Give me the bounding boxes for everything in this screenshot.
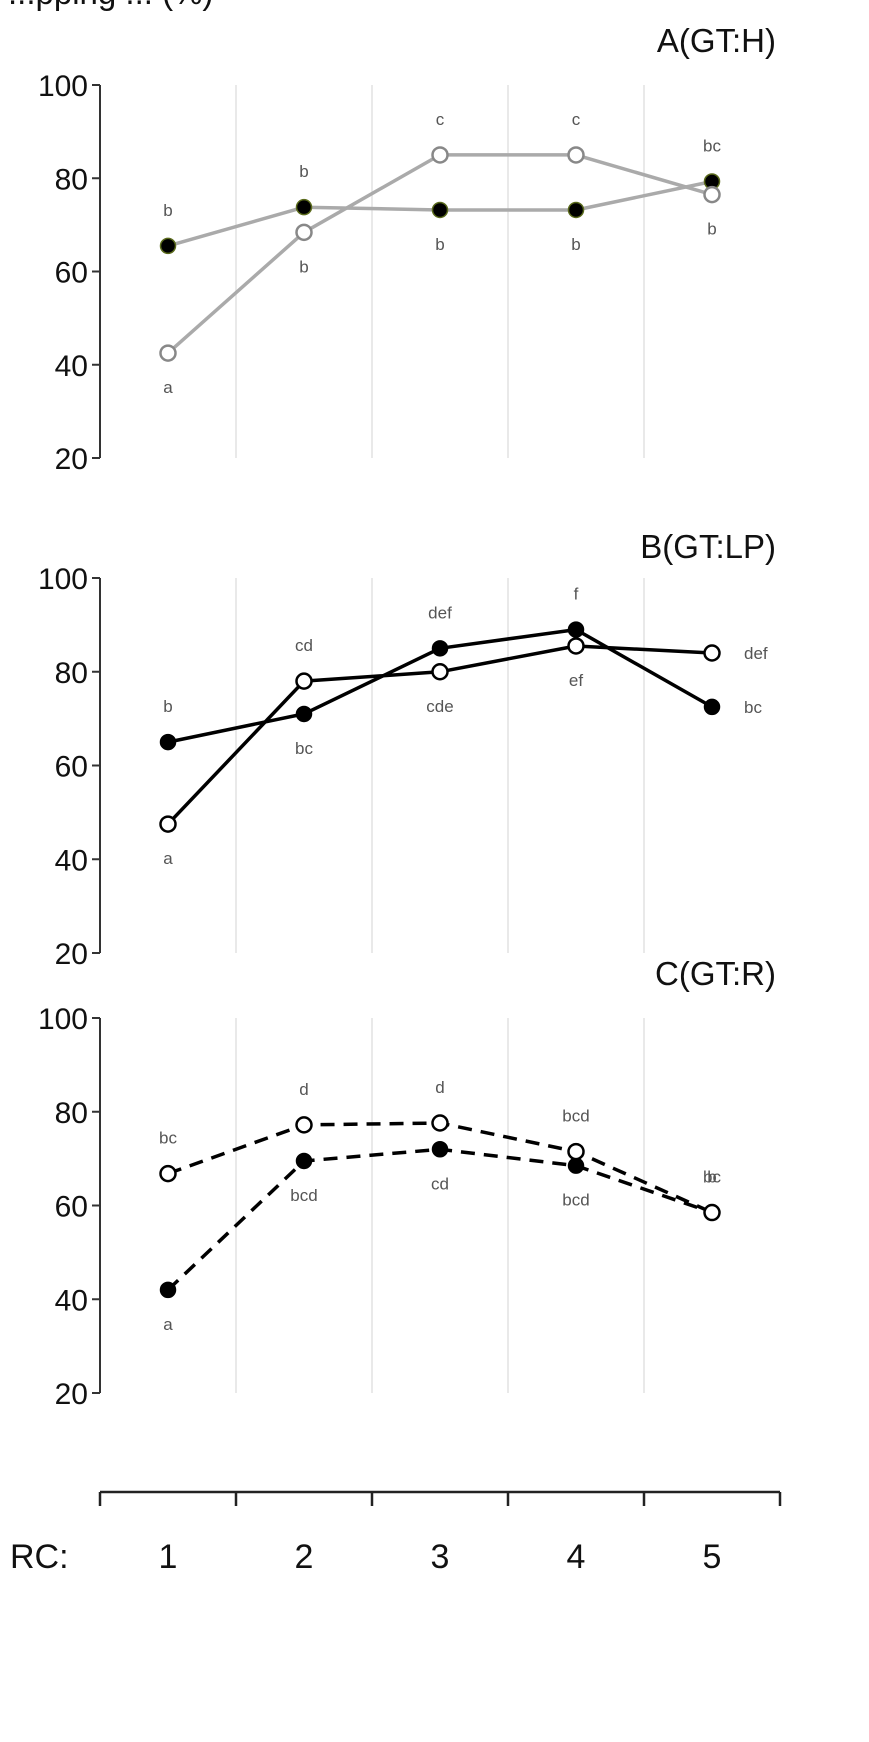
significance-letter: c [436, 110, 445, 129]
filled-marker [567, 1157, 585, 1174]
significance-letter: cd [431, 1174, 449, 1193]
significance-letter: b [571, 235, 580, 254]
y-tick-label: 20 [55, 938, 88, 971]
panel-title: C(GT:R) [655, 955, 776, 992]
x-tick-label: 5 [703, 1538, 722, 1576]
open-marker [295, 672, 313, 690]
significance-letter: d [435, 1078, 444, 1097]
significance-letter: d [299, 1080, 308, 1099]
y-tick-label: 40 [55, 844, 88, 877]
filled-marker [431, 201, 449, 219]
x-tick-label: 3 [431, 1538, 450, 1576]
significance-letter: bcd [290, 1186, 317, 1205]
y-tick-label: 20 [55, 1378, 88, 1411]
significance-letter: c [572, 110, 581, 129]
significance-letter: cd [295, 636, 313, 655]
significance-letter: b [163, 697, 172, 716]
open-marker [567, 637, 585, 655]
y-tick-label: 100 [38, 563, 88, 596]
panel-title: B(GT:LP) [640, 528, 776, 565]
y-tick-label: 80 [55, 1097, 88, 1130]
significance-letter: bc [159, 1129, 177, 1148]
bottom-x-axis: 1 2 3 4 5 RC: [10, 1490, 782, 1576]
filled-marker [567, 621, 585, 638]
header-partial-text: ...pping ... (%) [8, 0, 213, 11]
significance-letter: bc [703, 137, 721, 156]
significance-letter: b [707, 1168, 716, 1187]
open-marker [159, 1164, 177, 1183]
y-tick-label: 60 [55, 751, 88, 784]
open-marker [703, 185, 721, 204]
y-tick-label: 100 [38, 1003, 88, 1036]
significance-letter: b [163, 201, 172, 220]
y-tick-label: 80 [55, 163, 88, 196]
open-marker [567, 146, 585, 164]
significance-letter: bc [703, 1168, 721, 1187]
open-marker [431, 146, 449, 164]
x-axis-label: RC: [10, 1538, 69, 1576]
significance-letter: b [299, 257, 308, 276]
filled-marker [295, 198, 313, 216]
filled-marker [567, 201, 585, 219]
significance-letter: a [163, 1315, 173, 1334]
significance-letter: a [163, 849, 173, 868]
open-marker [159, 344, 177, 362]
significance-letter: b [299, 162, 308, 181]
open-marker [431, 1114, 449, 1132]
x-tick-label: 2 [295, 1538, 314, 1576]
series-line-open [167, 1121, 713, 1215]
filled-marker [159, 733, 177, 751]
significance-letter: ef [569, 671, 583, 690]
y-tick-label: 40 [55, 1284, 88, 1317]
y-tick-label: 80 [55, 657, 88, 690]
significance-letter: b [707, 220, 716, 239]
y-tick-label: 40 [55, 350, 88, 383]
significance-letter: bcd [562, 1191, 589, 1210]
open-marker [431, 663, 449, 681]
filled-marker [295, 705, 313, 723]
y-tick-label: 100 [38, 70, 88, 103]
significance-letter: bc [295, 739, 313, 758]
y-tick-label: 20 [55, 443, 88, 476]
significance-letter: f [574, 585, 579, 604]
panel-title: A(GT:H) [657, 22, 776, 59]
filled-marker [703, 698, 721, 716]
significance-letter: bcd [562, 1107, 589, 1126]
x-tick-label: 4 [567, 1538, 586, 1576]
y-tick-label: 60 [55, 1191, 88, 1224]
significance-letter: bc [744, 698, 762, 717]
filled-marker [159, 1281, 177, 1299]
filled-marker [431, 640, 449, 657]
filled-marker [159, 237, 177, 255]
significance-letter: cde [426, 697, 453, 716]
open-marker [295, 223, 313, 242]
y-tick-label: 60 [55, 257, 88, 290]
panel-2: B(GT:LP) 20 40 60 80 100 b bc def f bc a cd cde ef def [38, 528, 776, 971]
filled-marker [431, 1141, 449, 1158]
filled-marker [295, 1152, 313, 1170]
significance-letter: b [435, 235, 444, 254]
significance-letter: a [163, 378, 173, 397]
open-marker [703, 1203, 721, 1222]
open-marker [159, 815, 177, 833]
series-line-filled [166, 1147, 713, 1292]
series-line-open [166, 153, 713, 355]
open-marker [703, 644, 721, 662]
significance-letter: def [428, 603, 452, 622]
x-tick-label: 1 [159, 1538, 178, 1576]
open-marker [295, 1116, 313, 1134]
significance-letter: def [744, 644, 768, 663]
open-marker [567, 1142, 585, 1161]
